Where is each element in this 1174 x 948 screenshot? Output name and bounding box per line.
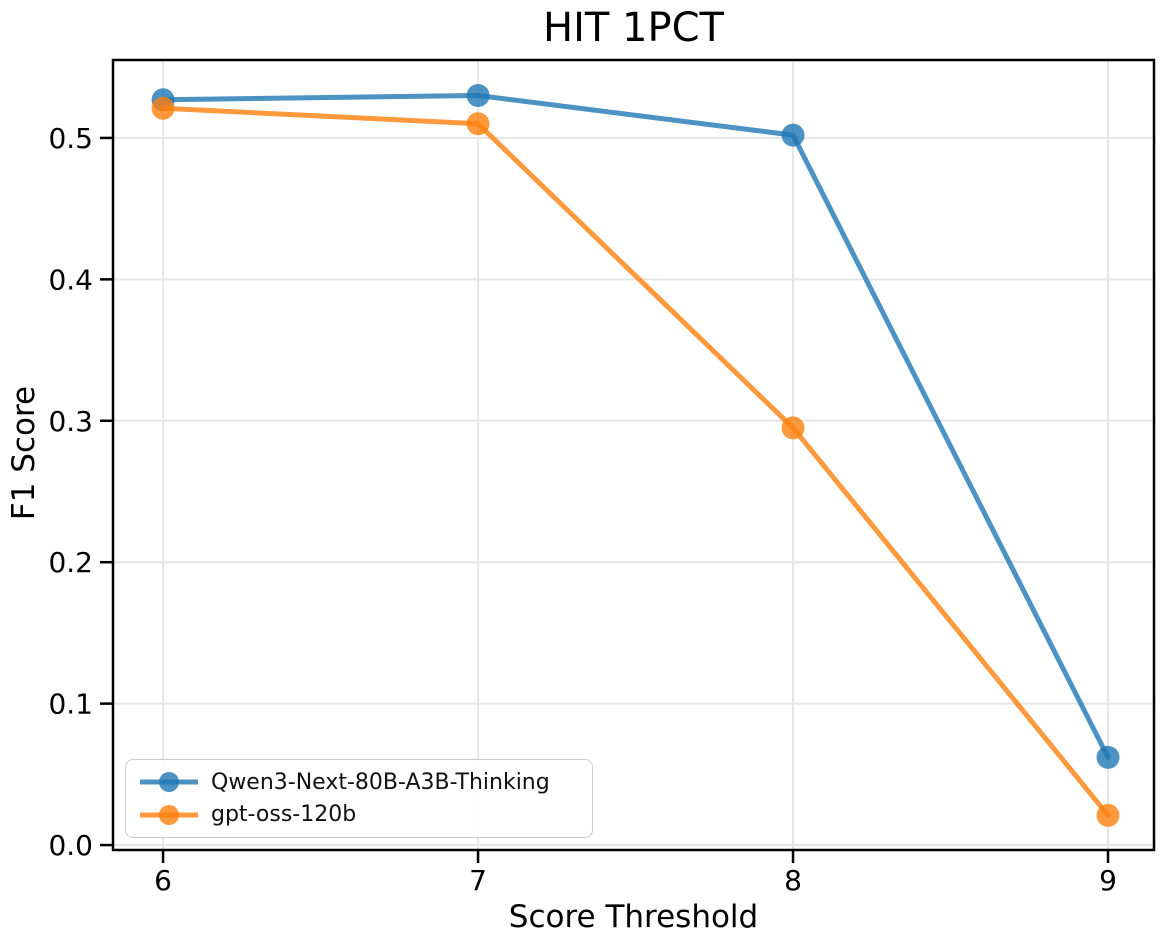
legend-marker — [159, 804, 179, 825]
y-tick-label: 0.2 — [48, 546, 93, 579]
plot-border — [111, 58, 1156, 852]
x-axis-label: Score Threshold — [508, 899, 759, 935]
y-tick-label: 0.3 — [48, 405, 93, 438]
series-line-1 — [160, 105, 1111, 818]
data-point-series-0 — [1096, 745, 1120, 769]
legend-label-series-1: gpt-oss-120b — [211, 802, 357, 828]
legend-line-marker-icon — [140, 772, 198, 793]
data-point-series-1 — [1096, 803, 1120, 827]
series-line-0 — [160, 92, 1111, 760]
y-tick-label: 0.0 — [48, 829, 93, 862]
data-point-series-0 — [781, 123, 805, 147]
legend-entry-series-0: Qwen3-Next-80B-A3B-Thinking — [138, 769, 580, 795]
data-point-series-0 — [466, 83, 490, 107]
data-point-series-1 — [781, 416, 805, 440]
data-point-series-1 — [466, 112, 490, 136]
x-tick-label: 8 — [784, 864, 802, 897]
x-tick-label: 6 — [154, 864, 172, 897]
legend-entry-series-1: gpt-oss-120b — [138, 802, 580, 828]
x-tick-label: 9 — [1099, 864, 1117, 897]
y-tick-label: 0.4 — [48, 263, 93, 296]
legend-label-series-0: Qwen3-Next-80B-A3B-Thinking — [211, 769, 550, 795]
x-tick-label: 7 — [469, 864, 487, 897]
legend-marker — [159, 772, 179, 793]
chart-title: HIT 1PCT — [543, 5, 724, 51]
legend: Qwen3-Next-80B-A3B-Thinking gpt-oss-120b — [125, 759, 593, 838]
y-axis-label: F1 Score — [6, 385, 42, 521]
legend-line-marker-icon — [140, 804, 198, 825]
y-tick-label: 0.5 — [48, 122, 93, 155]
data-point-series-1 — [151, 96, 175, 120]
y-tick-label: 0.1 — [48, 688, 93, 721]
